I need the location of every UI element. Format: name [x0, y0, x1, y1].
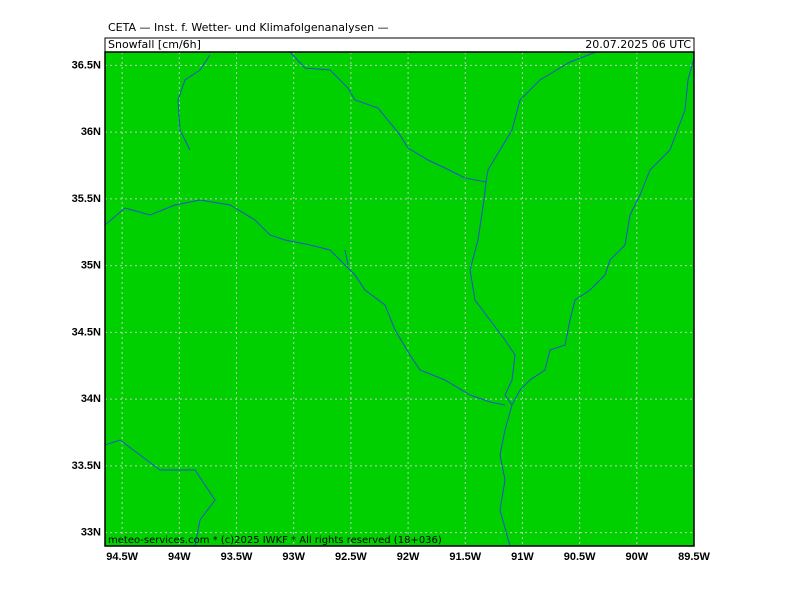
river [511, 57, 695, 406]
map-frame [104, 51, 695, 547]
y-tick-label: 36.5N [72, 59, 101, 71]
x-tick-label: 91W [511, 551, 534, 563]
field-label: Snowfall [cm/6h] [108, 38, 201, 51]
x-tick-label: 90.5W [564, 551, 596, 563]
river [289, 51, 516, 547]
map-area [105, 52, 694, 546]
valid-time: 20.07.2025 06 UTC [585, 38, 691, 51]
y-tick-label: 35N [81, 260, 101, 272]
y-tick-label: 34N [81, 393, 101, 405]
river [104, 439, 216, 547]
rivers [104, 51, 695, 547]
y-tick-label: 33N [81, 527, 101, 539]
y-tick-label: 34.5N [72, 326, 101, 338]
x-tick-label: 92W [397, 551, 420, 563]
x-tick-label: 89.5W [678, 551, 710, 563]
x-tick-label: 90W [626, 551, 649, 563]
y-tick-label: 35.5N [72, 193, 101, 205]
x-tick-label: 94.5W [106, 551, 138, 563]
river [485, 51, 597, 183]
x-tick-label: 93.5W [221, 551, 253, 563]
x-tick-label: 94W [168, 551, 191, 563]
river [104, 199, 506, 406]
header-title: CETA — Inst. f. Wetter- und Klimafolgena… [108, 21, 389, 34]
river [344, 249, 349, 266]
x-tick-label: 92.5W [335, 551, 367, 563]
river [177, 54, 211, 151]
y-tick-label: 36N [81, 126, 101, 138]
y-tick-label: 33.5N [72, 460, 101, 472]
copyright: meteo-services.com * (c)2025 IWKF * All … [108, 535, 442, 546]
x-tick-label: 91.5W [449, 551, 481, 563]
x-tick-label: 93W [282, 551, 305, 563]
